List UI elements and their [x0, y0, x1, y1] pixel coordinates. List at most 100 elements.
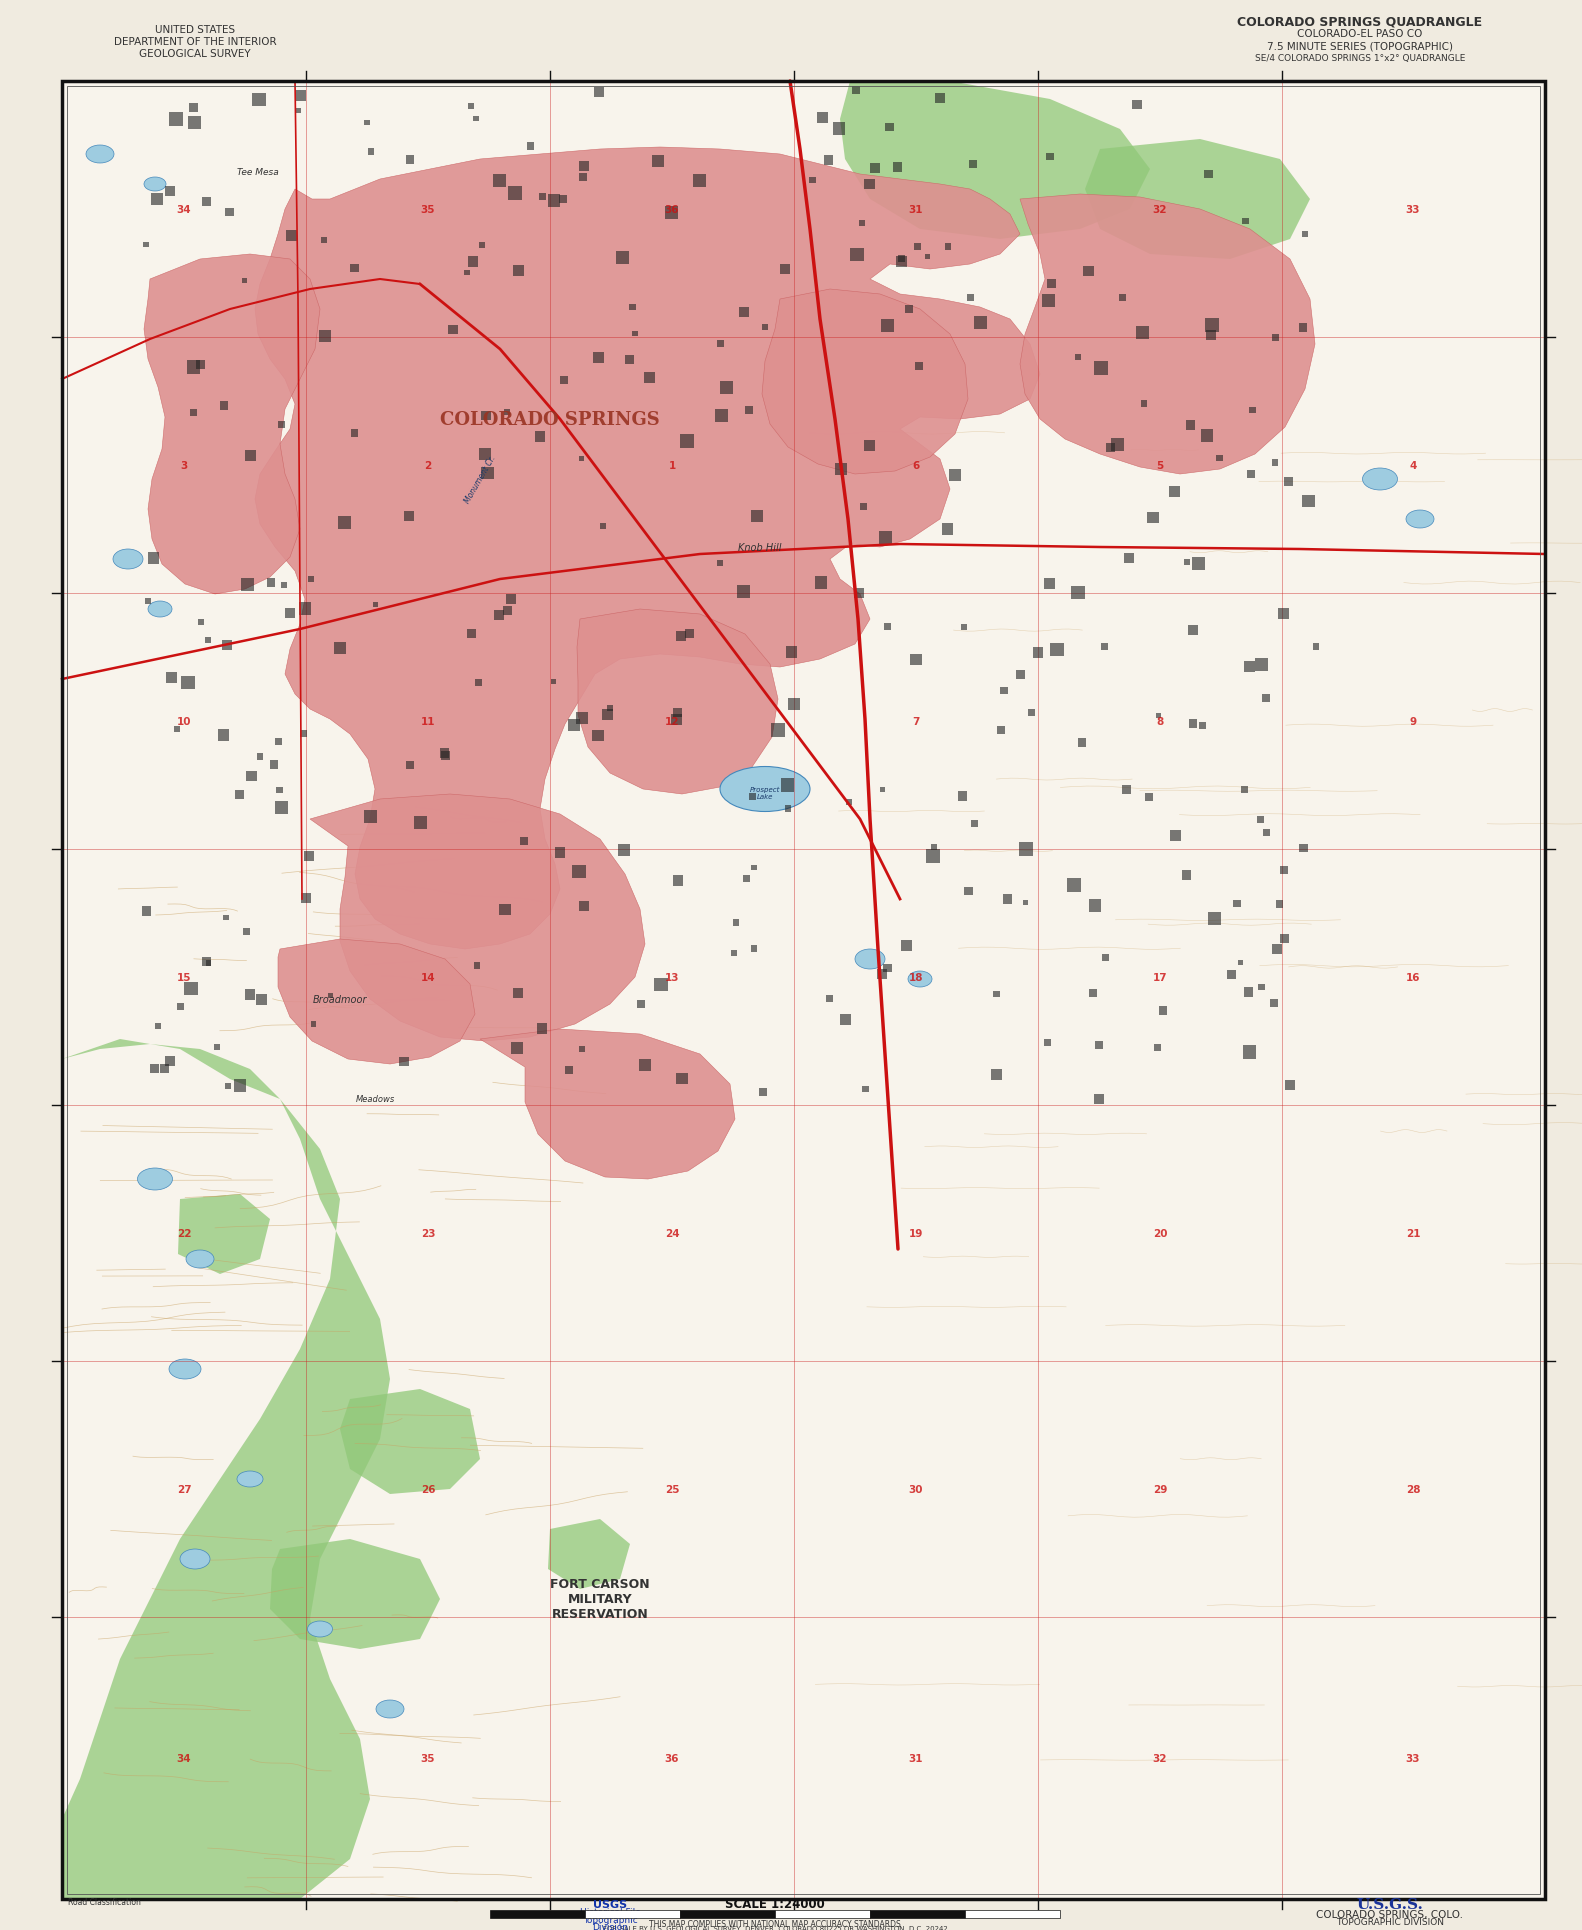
- Bar: [861, 504, 867, 511]
- Bar: [475, 963, 481, 969]
- Text: 4: 4: [1410, 461, 1417, 471]
- Bar: [155, 1023, 161, 1029]
- Bar: [593, 353, 604, 363]
- Bar: [1205, 330, 1217, 342]
- Bar: [1182, 870, 1191, 880]
- Bar: [1275, 901, 1283, 909]
- Bar: [785, 807, 791, 813]
- Bar: [364, 811, 377, 824]
- Bar: [1133, 100, 1142, 110]
- Bar: [859, 222, 865, 226]
- Text: SCALE 1:24000: SCALE 1:24000: [725, 1897, 824, 1911]
- Bar: [967, 295, 975, 303]
- Bar: [717, 342, 725, 347]
- Text: 19: 19: [908, 1227, 924, 1239]
- Bar: [1147, 513, 1158, 525]
- Bar: [914, 363, 922, 371]
- Bar: [1183, 560, 1190, 565]
- Bar: [630, 305, 636, 311]
- Bar: [202, 957, 210, 967]
- Bar: [177, 1004, 184, 1011]
- Bar: [308, 577, 313, 583]
- Bar: [880, 787, 886, 793]
- Bar: [579, 901, 589, 911]
- Bar: [1141, 401, 1147, 407]
- Bar: [1243, 1046, 1256, 1060]
- Bar: [715, 409, 728, 423]
- Bar: [547, 195, 560, 208]
- Bar: [758, 1089, 767, 1096]
- Bar: [206, 961, 212, 967]
- Bar: [680, 1911, 775, 1918]
- Bar: [165, 187, 174, 197]
- Bar: [965, 1911, 1060, 1918]
- Bar: [1201, 430, 1213, 442]
- Text: 31: 31: [908, 205, 924, 214]
- Text: 18: 18: [908, 973, 924, 982]
- Bar: [481, 467, 494, 481]
- Ellipse shape: [187, 1251, 214, 1268]
- Bar: [1046, 154, 1054, 160]
- Bar: [573, 865, 585, 878]
- Bar: [296, 91, 307, 102]
- Text: Division: Division: [592, 1922, 628, 1930]
- Bar: [739, 307, 750, 317]
- Bar: [367, 149, 375, 156]
- Bar: [234, 1079, 247, 1092]
- Bar: [592, 731, 604, 743]
- Text: 2: 2: [424, 461, 432, 471]
- Bar: [1199, 722, 1207, 730]
- Bar: [639, 1060, 652, 1071]
- Ellipse shape: [908, 971, 932, 988]
- Bar: [555, 847, 565, 859]
- Text: THIS MAP COMPLIES WITH NATIONAL MAP ACCURACY STANDARDS: THIS MAP COMPLIES WITH NATIONAL MAP ACCU…: [649, 1920, 900, 1928]
- Bar: [465, 270, 470, 276]
- Bar: [299, 604, 312, 616]
- Text: FOR SALE BY U.S. GEOLOGICAL SURVEY, DENVER, COLORADO 80225 OR WASHINGTON, D.C. 2: FOR SALE BY U.S. GEOLOGICAL SURVEY, DENV…: [603, 1924, 948, 1930]
- Bar: [1243, 988, 1253, 998]
- Bar: [1302, 232, 1308, 237]
- Text: 35: 35: [421, 205, 435, 214]
- Bar: [603, 710, 614, 720]
- Bar: [840, 1013, 851, 1027]
- Bar: [1019, 843, 1033, 857]
- Bar: [788, 699, 800, 710]
- Bar: [905, 307, 913, 315]
- Bar: [511, 1042, 522, 1054]
- Bar: [399, 1058, 408, 1067]
- Bar: [490, 1911, 585, 1918]
- Ellipse shape: [854, 950, 884, 969]
- Bar: [664, 207, 679, 220]
- Bar: [481, 411, 490, 421]
- Bar: [1217, 455, 1223, 461]
- Bar: [538, 193, 546, 201]
- Bar: [720, 382, 734, 394]
- Text: 7.5 MINUTE SERIES (TOPOGRAPHIC): 7.5 MINUTE SERIES (TOPOGRAPHIC): [1267, 41, 1452, 50]
- Bar: [190, 409, 198, 417]
- Bar: [1145, 793, 1153, 803]
- Bar: [1243, 662, 1255, 674]
- Bar: [373, 602, 378, 608]
- Bar: [914, 245, 921, 251]
- Bar: [1068, 878, 1081, 892]
- Bar: [407, 762, 413, 770]
- Bar: [846, 799, 853, 805]
- Bar: [286, 232, 296, 241]
- Text: Knob Hill: Knob Hill: [739, 542, 782, 552]
- Bar: [1136, 328, 1149, 340]
- Text: 8: 8: [1156, 716, 1164, 726]
- Bar: [503, 409, 511, 417]
- Bar: [535, 432, 546, 442]
- Bar: [1270, 1000, 1278, 1007]
- Bar: [1156, 714, 1161, 718]
- Text: 28: 28: [1406, 1484, 1421, 1494]
- Text: 30: 30: [908, 1484, 924, 1494]
- Text: COLORADO-EL PASO CO: COLORADO-EL PASO CO: [1297, 29, 1422, 39]
- Text: 29: 29: [1153, 1484, 1168, 1494]
- Bar: [508, 187, 522, 201]
- Ellipse shape: [169, 1359, 201, 1380]
- Bar: [576, 712, 589, 726]
- Bar: [883, 965, 892, 973]
- Bar: [835, 463, 846, 475]
- Bar: [850, 249, 864, 262]
